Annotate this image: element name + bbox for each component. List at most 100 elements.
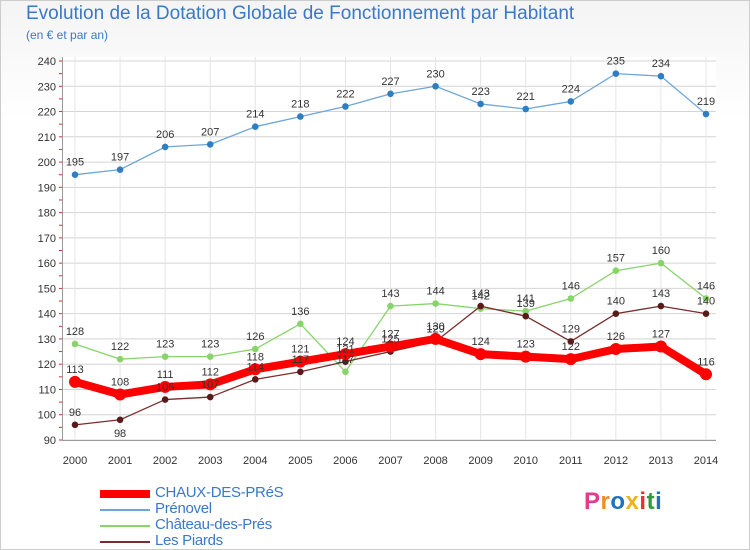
data-label: 123 [156,339,174,351]
y-tick-label: 220 [38,107,56,119]
legend-label-chateau: Château-des-Prés [155,516,272,533]
data-point-0 [159,380,172,393]
data-label: 140 [697,296,715,308]
data-label: 214 [246,109,264,121]
data-point-0 [114,388,127,401]
data-label: 197 [111,152,129,164]
data-label: 143 [652,288,670,300]
data-label: 125 [381,334,399,346]
legend-label-chaux: CHAUX-DES-PRéS [155,484,284,501]
data-label: 124 [471,336,489,348]
proxiti-logo: Proxiti [584,488,662,516]
data-point-3 [251,376,259,383]
x-tick-label: 2001 [108,455,132,467]
y-tick-label: 140 [38,309,56,321]
data-point-3 [297,368,304,376]
y-tick-label: 180 [38,208,56,220]
data-label: 117 [337,354,355,366]
data-label: 108 [111,377,129,389]
data-point-0 [294,355,307,368]
data-point-3 [116,416,124,424]
data-label: 114 [247,361,265,373]
data-label: 234 [652,58,670,70]
y-tick-label: 150 [38,283,56,295]
data-label: 143 [471,288,489,300]
data-label: 207 [201,126,219,138]
data-label: 130 [426,321,444,333]
data-label: 123 [517,339,535,351]
y-tick-label: 100 [38,410,56,422]
data-point-0 [654,340,667,353]
data-point-1 [161,143,169,151]
data-point-3 [612,310,620,317]
data-point-3 [71,421,79,429]
data-label: 126 [246,331,264,343]
data-point-0 [69,375,81,388]
chart-subtitle: (en € et par an) [26,28,109,42]
y-tick-label: 190 [38,182,56,194]
y-tick-label: 110 [38,384,56,396]
data-point-2 [522,307,530,315]
data-label: 117 [292,354,310,366]
logo-letter: o [610,488,626,515]
data-label: 144 [426,286,444,298]
data-label: 157 [607,253,625,265]
data-point-1 [116,166,124,173]
legend-swatch-chaux [100,490,150,498]
chart-title: Evolution de la Dotation Globale de Fonc… [26,3,575,24]
data-label: 121 [291,344,309,356]
y-tick-label: 90 [44,435,56,447]
data-label: 227 [381,76,399,88]
data-point-0 [474,348,487,361]
x-tick-label: 2003 [198,455,222,467]
data-point-3 [567,338,575,345]
data-label: 140 [607,296,625,308]
data-label: 113 [66,364,84,376]
data-point-1 [657,72,665,80]
x-tick-label: 2009 [468,455,492,467]
data-label: 235 [607,56,625,68]
x-tick-label: 2011 [559,455,583,467]
data-point-0 [609,343,622,356]
x-tick-label: 2012 [604,455,628,467]
data-point-2 [116,355,124,363]
data-label: 96 [69,407,81,419]
y-tick-label: 230 [38,81,56,93]
data-point-1 [702,110,710,118]
data-point-0 [564,353,577,366]
data-label: 141 [517,293,535,305]
y-tick-label: 160 [38,258,56,270]
data-point-1 [342,103,349,110]
data-label: 112 [201,366,219,378]
data-point-3 [206,393,214,401]
data-point-2 [206,353,214,360]
data-label: 218 [291,99,309,111]
data-label: 123 [201,339,219,351]
data-point-2 [71,340,79,348]
data-point-2 [702,295,710,302]
data-label: 195 [66,157,84,169]
data-label: 98 [114,428,126,440]
data-label: 122 [111,341,129,353]
data-point-1 [432,82,439,90]
data-label: 224 [562,83,580,95]
data-point-2 [657,259,665,267]
data-point-1 [71,171,79,178]
data-label: 160 [652,245,670,257]
data-label: 122 [562,341,580,353]
data-point-1 [387,90,394,98]
data-point-2 [432,300,439,307]
data-point-1 [612,70,620,77]
data-label: 128 [66,326,84,338]
y-tick-label: 240 [38,56,56,68]
data-label: 142 [471,291,489,303]
data-label: 129 [426,323,444,335]
y-tick-label: 120 [38,359,56,371]
data-label: 221 [517,91,535,103]
data-label: 139 [517,298,535,310]
data-label: 118 [247,351,265,363]
data-label: 111 [157,369,174,381]
data-point-0 [249,363,262,376]
y-tick-label: 210 [38,132,56,144]
legend-label-prenovel: Prénovel [155,500,212,517]
